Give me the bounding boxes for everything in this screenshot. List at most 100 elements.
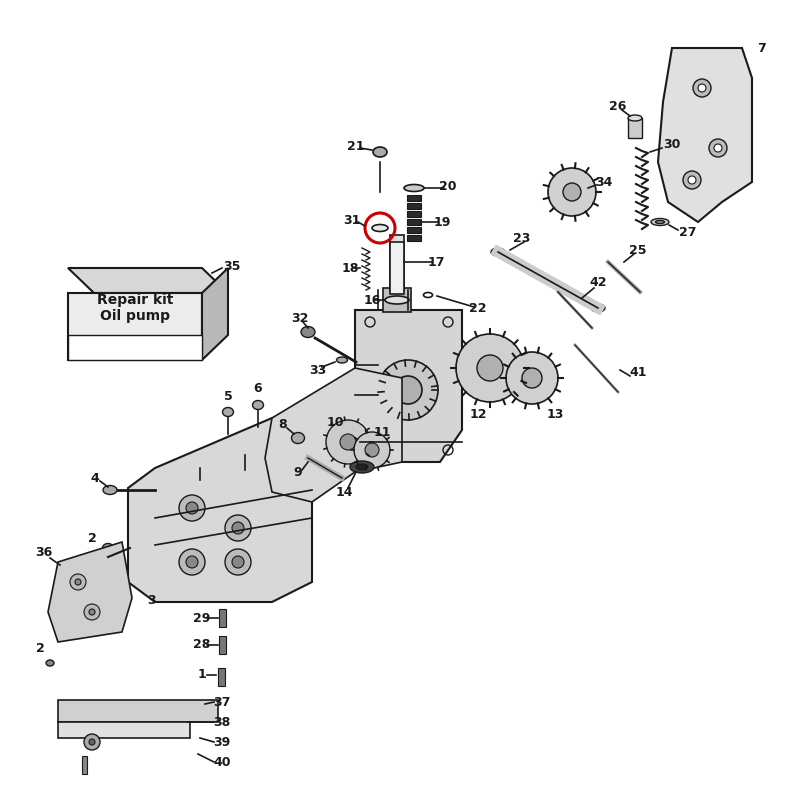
- Text: 10: 10: [326, 415, 344, 429]
- Text: 37: 37: [214, 695, 230, 709]
- Circle shape: [225, 549, 251, 575]
- Bar: [383, 288, 411, 312]
- Polygon shape: [658, 48, 752, 222]
- Text: 3: 3: [148, 594, 156, 606]
- Text: 36: 36: [35, 546, 53, 558]
- Circle shape: [714, 144, 722, 152]
- Circle shape: [394, 376, 422, 404]
- Text: 4: 4: [90, 471, 99, 485]
- Ellipse shape: [372, 225, 388, 231]
- Text: 14: 14: [335, 486, 353, 498]
- Circle shape: [70, 574, 86, 590]
- Circle shape: [340, 434, 356, 450]
- Ellipse shape: [373, 147, 387, 157]
- Ellipse shape: [337, 357, 347, 363]
- Polygon shape: [355, 310, 462, 462]
- Circle shape: [683, 171, 701, 189]
- Circle shape: [75, 579, 81, 585]
- Bar: [407, 219, 421, 225]
- Text: 27: 27: [679, 226, 697, 238]
- Circle shape: [365, 443, 379, 457]
- Circle shape: [326, 420, 370, 464]
- Text: 13: 13: [546, 409, 564, 422]
- Text: 1: 1: [198, 669, 206, 682]
- Text: 9: 9: [294, 466, 302, 478]
- Text: 30: 30: [663, 138, 681, 151]
- Text: 8: 8: [278, 418, 287, 431]
- Circle shape: [563, 183, 581, 201]
- Circle shape: [179, 549, 205, 575]
- Text: 23: 23: [514, 231, 530, 245]
- Ellipse shape: [222, 407, 234, 417]
- Text: 20: 20: [439, 179, 457, 193]
- Text: 22: 22: [470, 302, 486, 314]
- Text: 33: 33: [310, 363, 326, 377]
- Text: 40: 40: [214, 755, 230, 769]
- Circle shape: [179, 495, 205, 521]
- Polygon shape: [68, 268, 228, 293]
- Ellipse shape: [291, 433, 305, 443]
- Text: 16: 16: [363, 294, 381, 306]
- Bar: [219, 609, 226, 627]
- Circle shape: [709, 139, 727, 157]
- Circle shape: [186, 502, 198, 514]
- Circle shape: [506, 352, 558, 404]
- Circle shape: [232, 556, 244, 568]
- Text: 11: 11: [374, 426, 390, 438]
- Circle shape: [84, 734, 100, 750]
- Text: 17: 17: [427, 255, 445, 269]
- Circle shape: [186, 556, 198, 568]
- Bar: [390, 242, 404, 294]
- Circle shape: [477, 355, 503, 381]
- Text: 34: 34: [595, 175, 613, 189]
- Ellipse shape: [350, 461, 374, 473]
- Ellipse shape: [655, 221, 665, 223]
- Circle shape: [688, 176, 696, 184]
- Text: 25: 25: [630, 243, 646, 257]
- Polygon shape: [128, 418, 312, 602]
- Ellipse shape: [356, 464, 368, 470]
- Text: 29: 29: [194, 611, 210, 625]
- Bar: [407, 227, 421, 233]
- Ellipse shape: [404, 185, 424, 191]
- Bar: [407, 235, 421, 241]
- Text: 28: 28: [194, 638, 210, 651]
- Text: 19: 19: [434, 215, 450, 229]
- Bar: [219, 636, 226, 654]
- Bar: [82, 756, 87, 774]
- Ellipse shape: [385, 296, 409, 304]
- Text: 42: 42: [590, 275, 606, 289]
- Text: 12: 12: [470, 409, 486, 422]
- Bar: [407, 203, 421, 209]
- Bar: [218, 668, 225, 686]
- Circle shape: [698, 84, 706, 92]
- Ellipse shape: [253, 401, 263, 410]
- Circle shape: [693, 79, 711, 97]
- Text: 38: 38: [214, 715, 230, 729]
- Text: 18: 18: [342, 262, 358, 274]
- Text: 5: 5: [224, 390, 232, 402]
- Text: 32: 32: [291, 311, 309, 325]
- Polygon shape: [48, 542, 132, 642]
- Bar: [58, 722, 190, 738]
- Bar: [407, 195, 421, 201]
- Bar: [628, 118, 642, 138]
- Circle shape: [89, 739, 95, 745]
- Polygon shape: [202, 268, 228, 360]
- Text: 21: 21: [347, 139, 365, 153]
- Text: 39: 39: [214, 735, 230, 749]
- Bar: [407, 211, 421, 217]
- Ellipse shape: [651, 218, 669, 226]
- Text: 31: 31: [343, 214, 361, 226]
- Bar: [58, 700, 218, 722]
- Text: 2: 2: [36, 642, 44, 654]
- Circle shape: [378, 360, 438, 420]
- Ellipse shape: [491, 248, 505, 256]
- Ellipse shape: [46, 660, 54, 666]
- Circle shape: [89, 609, 95, 615]
- Bar: [68, 335, 202, 360]
- Circle shape: [522, 368, 542, 388]
- Polygon shape: [68, 293, 202, 360]
- Text: 35: 35: [223, 259, 241, 273]
- Text: 26: 26: [610, 99, 626, 113]
